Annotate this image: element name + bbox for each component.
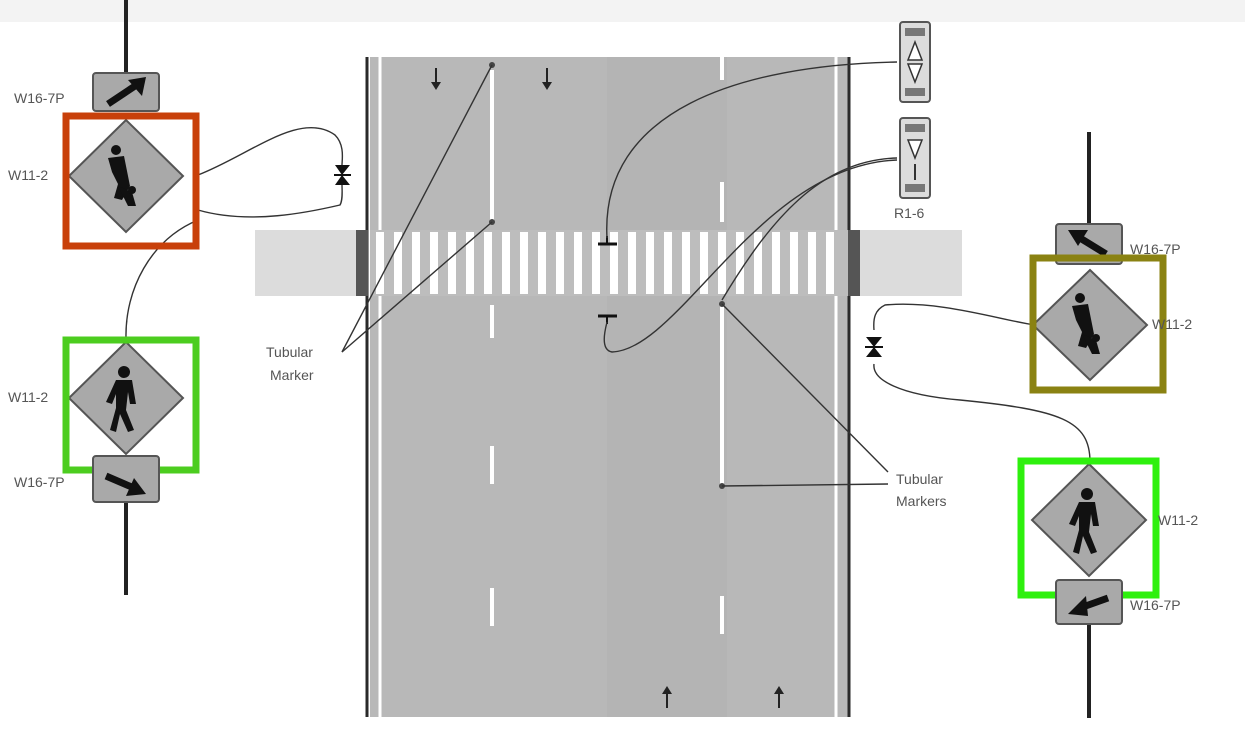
diagonal-arrow-icon [106, 77, 146, 107]
label-w16-7p-left-top: W16-7P [14, 90, 65, 106]
left-top-arrow-plaque [92, 72, 160, 112]
sidewalk-right [850, 230, 962, 296]
leader-lines [125, 61, 1091, 487]
crosswalk [370, 230, 848, 296]
label-w11-2-right-bottom: W11-2 [1158, 512, 1198, 528]
r1-6-sign-bottom [899, 117, 931, 199]
right-bottom-arrow-plaque [1055, 579, 1123, 625]
curb-ramp-left [356, 230, 368, 296]
label-w16-7p-right-top: W16-7P [1130, 241, 1181, 257]
direction-arrow-down-2 [542, 68, 552, 90]
diagonal-arrow-icon [1068, 594, 1110, 616]
label-w16-7p-left-bottom: W16-7P [14, 474, 65, 490]
right-school-sign [1031, 268, 1149, 382]
pedestrian-crossing-icon [106, 366, 136, 432]
label-w11-2-left-top: W11-2 [8, 167, 48, 183]
label-tubular-markers-line1: Tubular [896, 471, 943, 487]
label-w16-7p-right-bottom: W16-7P [1130, 597, 1181, 613]
label-tubular-marker-line2: Marker [270, 367, 314, 383]
lane-shade [607, 57, 727, 717]
top-fade [0, 0, 1245, 22]
r1-6-sign-top [899, 21, 931, 103]
right-top-highlight-box [1029, 254, 1167, 394]
school-children-icon [1072, 293, 1100, 354]
diagonal-arrow-icon [1068, 230, 1108, 257]
label-tubular-marker-line1: Tubular [266, 344, 313, 360]
left-pedestrian-sign [67, 340, 185, 456]
left-top-highlight-box [62, 112, 200, 250]
label-w11-2-right-top: W11-2 [1152, 316, 1192, 332]
right-pedestrian-sign [1030, 462, 1148, 578]
school-children-icon [108, 145, 136, 206]
direction-arrow-up-2 [774, 686, 784, 708]
left-school-sign [67, 118, 185, 234]
curb-ramp-right [848, 230, 860, 296]
push-button-left [334, 165, 351, 185]
label-r1-6: R1-6 [894, 205, 925, 221]
pedestrian-crossing-icon [1069, 488, 1099, 554]
diagonal-arrow-icon [104, 472, 146, 496]
sidewalk-left [255, 230, 367, 296]
label-w11-2-left-bottom: W11-2 [8, 389, 48, 405]
left-bottom-arrow-plaque [92, 455, 160, 503]
right-top-arrow-plaque [1055, 223, 1123, 265]
push-button-right [865, 337, 883, 357]
direction-arrow-up-1 [662, 686, 672, 708]
direction-arrow-down-1 [431, 68, 441, 90]
label-tubular-markers-line2: Markers [896, 493, 947, 509]
